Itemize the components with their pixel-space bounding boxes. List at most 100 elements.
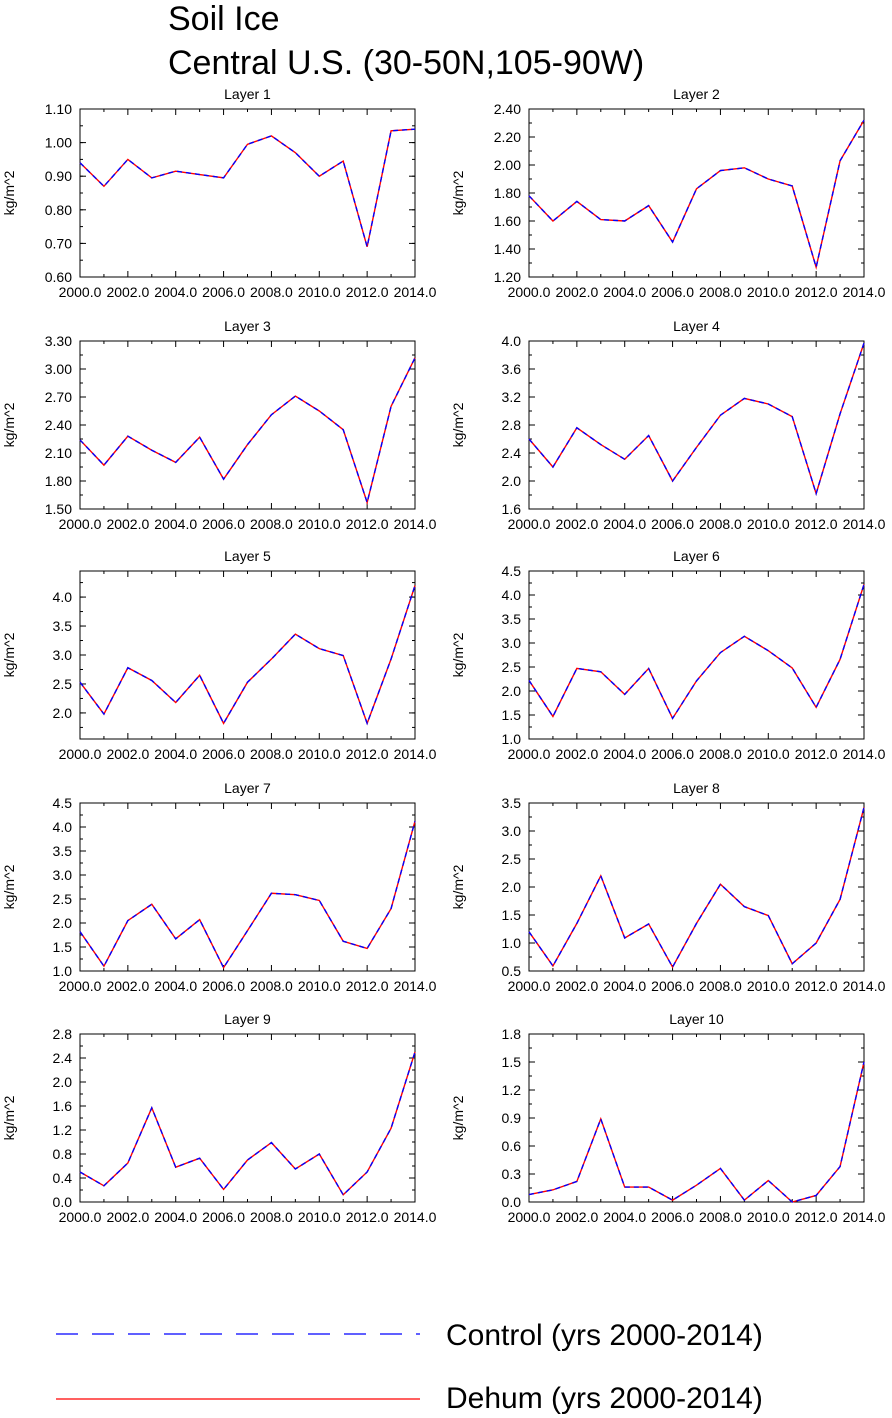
y-tick-label: 1.00 [45,135,72,151]
series-line-dehum [79,585,416,726]
legend-label-dehum: Dehum (yrs 2000-2014) [446,1382,763,1415]
y-axis-label: kg/m^2 [1,402,17,447]
plot-frame [79,1033,416,1203]
x-tick-label: 2014.0 [843,978,886,994]
x-tick-label: 2012.0 [346,1209,389,1225]
x-tick-label: 2008.0 [699,978,742,994]
series-line-control [79,1051,416,1196]
panel-title: Layer 5 [224,548,271,564]
y-tick-label: 2.0 [53,915,73,931]
series-line-dehum [528,1061,865,1203]
y-tick-label: 0.80 [45,202,72,218]
y-axis-label: kg/m^2 [450,632,466,677]
series-line-dehum [528,342,865,496]
panel-layer-1: Layer 1 kg/m^2 2000.0 2002.0 2004.0 2006.0 200… [1,86,437,300]
y-tick-label: 3.5 [502,611,522,627]
y-tick-label: 2.0 [502,473,522,489]
panel-title: Layer 10 [669,1011,724,1027]
x-tick-label: 2000.0 [59,516,102,532]
y-tick-label: 2.0 [502,879,522,895]
x-tick-label: 2004.0 [603,978,646,994]
series-line-control [79,357,416,505]
x-tick-label: 2000.0 [59,1209,102,1225]
x-tick-label: 2010.0 [298,284,341,300]
y-tick-label: 0.5 [502,963,522,979]
y-axis-label: kg/m^2 [1,864,17,909]
y-tick-label: 2.20 [494,129,521,145]
y-tick-label: 4.0 [53,819,73,835]
y-axis-label: kg/m^2 [1,1095,17,1140]
y-tick-label: 0.70 [45,235,72,251]
x-tick-label: 2006.0 [651,746,694,762]
y-tick-label: 2.40 [494,101,521,117]
x-tick-label: 2006.0 [202,284,245,300]
y-tick-label: 4.0 [502,333,522,349]
series-line-dehum [528,584,865,720]
y-axis-label: kg/m^2 [450,402,466,447]
panel-title: Layer 1 [224,86,271,102]
y-tick-label: 0.0 [502,1194,522,1210]
x-tick-label: 2004.0 [603,516,646,532]
y-tick-label: 1.0 [53,963,73,979]
x-tick-label: 2002.0 [106,516,149,532]
panel-title: Layer 6 [673,548,720,564]
y-tick-label: 2.8 [502,417,522,433]
series-line-dehum [79,128,416,247]
plot-frame [528,108,865,278]
y-tick-label: 2.70 [45,389,72,405]
y-tick-label: 3.0 [53,867,73,883]
x-tick-label: 2002.0 [555,516,598,532]
panel-title: Layer 2 [673,86,720,102]
x-tick-label: 2008.0 [699,1209,742,1225]
y-tick-label: 3.5 [53,618,73,634]
series-line-dehum [79,821,416,970]
x-tick-label: 2008.0 [699,516,742,532]
panel-layer-5: Layer 5 kg/m^2 2000.0 2002.0 2004.0 2006.0 200… [1,548,437,762]
x-tick-label: 2004.0 [154,516,197,532]
x-tick-label: 2000.0 [508,978,551,994]
plot-frame [79,108,416,278]
x-tick-label: 2000.0 [59,746,102,762]
x-tick-label: 2004.0 [154,746,197,762]
x-tick-label: 2006.0 [202,978,245,994]
x-tick-label: 2012.0 [346,978,389,994]
y-tick-label: 3.30 [45,333,72,349]
x-tick-label: 2014.0 [394,516,437,532]
x-tick-label: 2012.0 [795,1209,838,1225]
y-tick-label: 1.5 [53,939,73,955]
x-tick-label: 2010.0 [747,1209,790,1225]
panel-layer-3: Layer 3 kg/m^2 2000.0 2002.0 2004.0 2006.0 200… [1,318,437,532]
y-tick-label: 1.5 [502,1054,522,1070]
y-tick-label: 3.6 [502,361,522,377]
y-tick-label: 4.5 [502,563,522,579]
y-tick-label: 2.5 [53,676,73,692]
y-tick-label: 2.0 [502,683,522,699]
x-tick-label: 2004.0 [154,284,197,300]
y-tick-label: 1.20 [494,269,521,285]
y-tick-label: 2.5 [502,851,522,867]
panel-title: Layer 8 [673,780,720,796]
panel-layer-9: Layer 9 kg/m^2 2000.0 2002.0 2004.0 2006.0 200… [1,1011,437,1225]
y-tick-label: 3.0 [502,635,522,651]
y-tick-label: 2.4 [53,1050,73,1066]
x-tick-label: 2000.0 [508,1209,551,1225]
y-tick-label: 0.3 [502,1166,522,1182]
y-tick-label: 1.10 [45,101,72,117]
x-tick-label: 2004.0 [154,978,197,994]
x-tick-label: 2000.0 [508,284,551,300]
panel-layer-7: Layer 7 kg/m^2 2000.0 2002.0 2004.0 2006.0 200… [1,780,437,994]
y-axis-label: kg/m^2 [450,864,466,909]
y-tick-label: 2.8 [53,1026,73,1042]
x-tick-label: 2008.0 [250,746,293,762]
y-axis-label: kg/m^2 [1,170,17,215]
y-tick-label: 1.5 [502,707,522,723]
x-tick-label: 2014.0 [843,746,886,762]
x-tick-label: 2002.0 [555,978,598,994]
series-line-control [528,342,865,496]
x-tick-label: 2002.0 [106,746,149,762]
y-tick-label: 1.40 [494,241,521,257]
x-tick-label: 2014.0 [394,978,437,994]
plot-frame [528,570,865,740]
y-tick-label: 0.0 [53,1194,73,1210]
